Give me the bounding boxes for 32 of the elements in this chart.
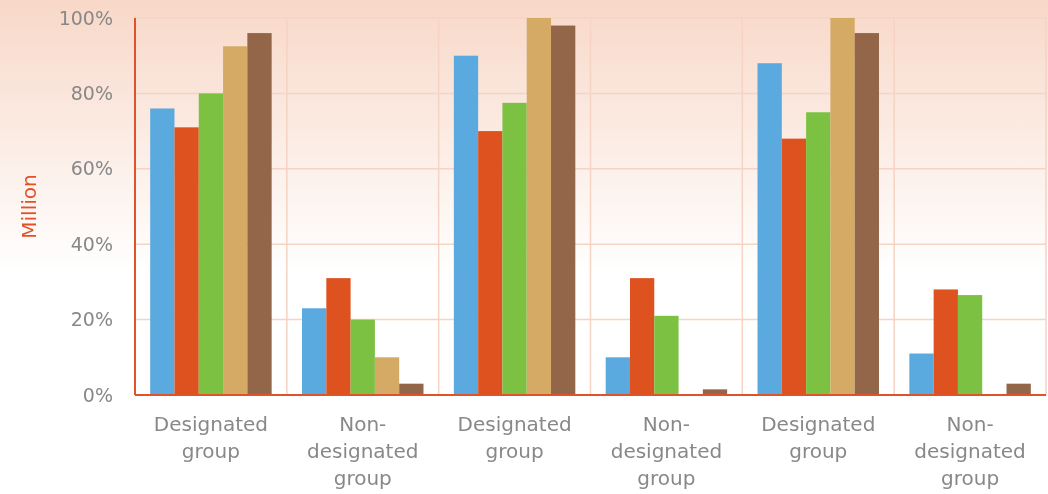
bar	[854, 33, 879, 395]
bar	[453, 55, 479, 395]
bar	[551, 25, 576, 395]
y-axis-title: Million	[17, 174, 41, 239]
bar	[302, 308, 327, 395]
bar	[350, 319, 375, 395]
bar	[223, 46, 248, 395]
y-tick-label: 100%	[58, 6, 113, 29]
x-tick-label: Designated group	[761, 412, 876, 463]
bar	[957, 295, 983, 395]
bar	[830, 18, 855, 395]
x-tick-label: Non-designated group	[307, 412, 419, 490]
bar	[374, 357, 400, 395]
bar	[526, 18, 552, 395]
bar	[757, 63, 782, 395]
x-tick-label: Non-designated group	[914, 412, 1026, 490]
y-tick-label: 60%	[70, 157, 113, 180]
x-tick-label: Designated group	[153, 412, 268, 463]
bar	[605, 357, 630, 395]
x-tick-label: Designated group	[457, 412, 572, 463]
y-tick-label: 0%	[82, 383, 113, 406]
bar	[502, 102, 527, 395]
bar	[247, 33, 272, 395]
bar	[654, 315, 679, 395]
bar	[806, 112, 831, 395]
y-tick-label: 20%	[70, 308, 113, 331]
y-tick-label: 40%	[70, 232, 113, 255]
bar	[909, 353, 934, 395]
y-tick-label: 80%	[70, 82, 113, 105]
bar	[198, 93, 224, 395]
bar	[150, 108, 175, 395]
x-tick-label: Non-designated group	[610, 412, 723, 490]
